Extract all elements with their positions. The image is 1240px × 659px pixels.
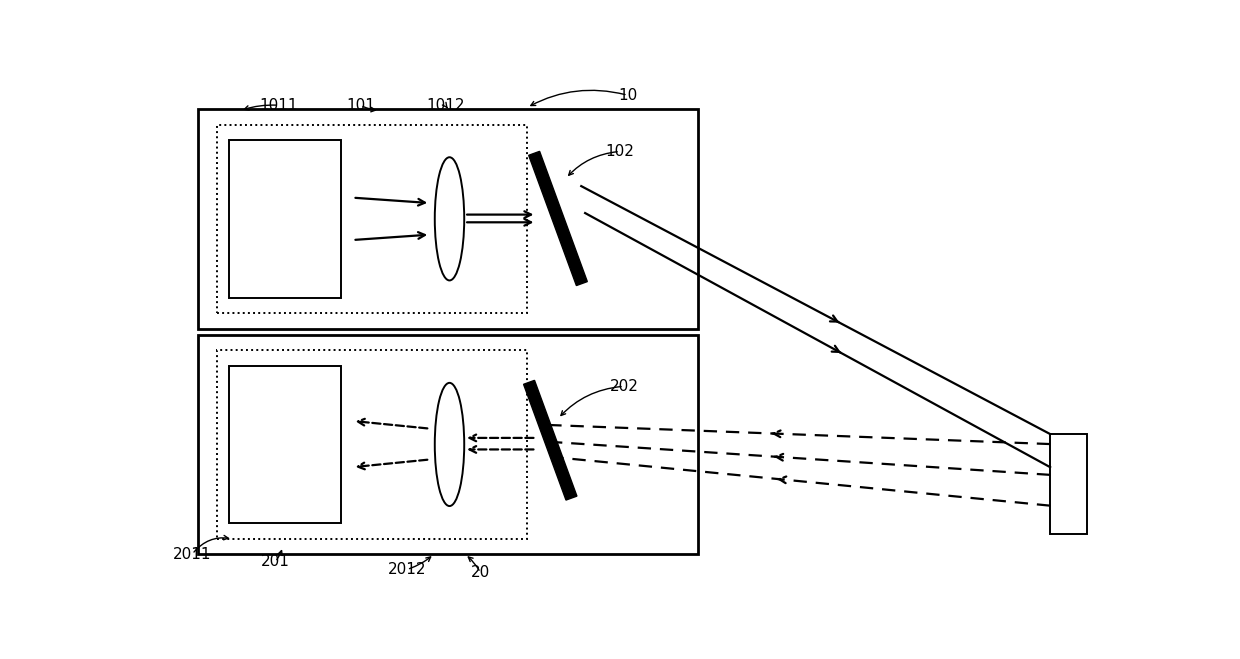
Text: 20: 20: [471, 565, 490, 580]
Bar: [228, 366, 341, 523]
Text: 202: 202: [609, 379, 639, 394]
Bar: [197, 109, 697, 329]
Polygon shape: [528, 152, 588, 285]
Text: 1011: 1011: [259, 98, 299, 113]
Bar: [1050, 434, 1087, 534]
Bar: [228, 140, 341, 298]
Text: 2012: 2012: [388, 562, 427, 577]
Text: 102: 102: [605, 144, 635, 159]
Text: 1012: 1012: [427, 98, 465, 113]
Bar: [197, 335, 697, 554]
Ellipse shape: [435, 158, 464, 281]
Bar: [217, 125, 527, 313]
Text: 10: 10: [618, 88, 637, 103]
Polygon shape: [523, 380, 577, 500]
Text: 201: 201: [260, 554, 290, 569]
Text: 101: 101: [346, 98, 374, 113]
Text: 2011: 2011: [172, 547, 212, 561]
Ellipse shape: [435, 383, 464, 506]
Bar: [217, 350, 527, 539]
